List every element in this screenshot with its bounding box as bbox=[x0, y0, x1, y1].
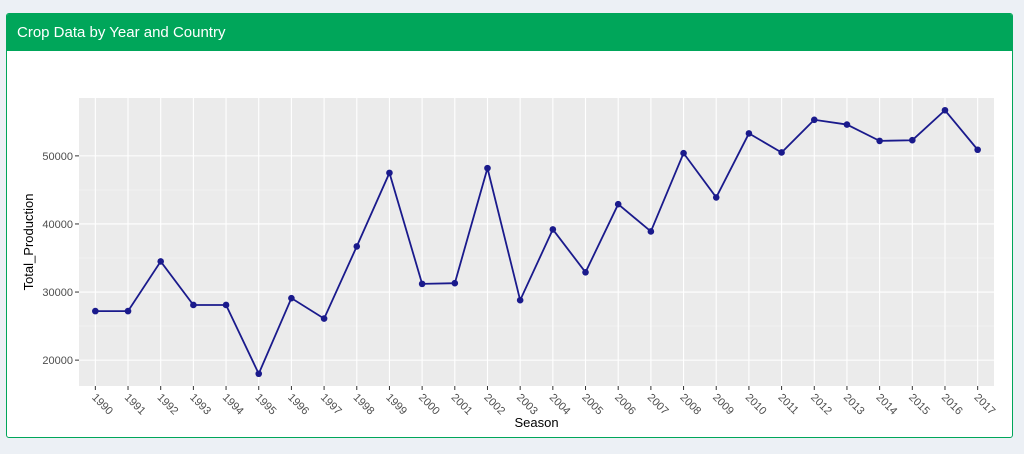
y-axis-title: Total_Production bbox=[21, 194, 36, 291]
data-point bbox=[255, 370, 263, 378]
data-point bbox=[516, 296, 524, 304]
x-axis-title: Season bbox=[514, 415, 558, 430]
data-point bbox=[680, 149, 687, 157]
data-point bbox=[418, 280, 426, 288]
data-point bbox=[190, 301, 197, 309]
x-tick-label: 2005 bbox=[579, 392, 605, 418]
x-tick-label: 2011 bbox=[775, 392, 800, 417]
data-point bbox=[386, 169, 393, 177]
y-tick-label: 40000 bbox=[42, 219, 73, 231]
data-point bbox=[549, 226, 557, 233]
data-point bbox=[614, 200, 622, 208]
x-tick-label: 2015 bbox=[906, 392, 932, 418]
data-point bbox=[353, 243, 361, 250]
x-tick-label: 2008 bbox=[677, 392, 703, 418]
x-tick-label: 1995 bbox=[253, 392, 279, 418]
data-point bbox=[745, 130, 753, 137]
data-point bbox=[484, 164, 491, 172]
data-point bbox=[92, 307, 99, 315]
data-point bbox=[320, 315, 328, 322]
x-tick-label: 2010 bbox=[743, 392, 769, 418]
x-tick-label: 1996 bbox=[285, 392, 311, 418]
x-tick-label: 2006 bbox=[612, 392, 638, 418]
x-tick-label: 1997 bbox=[318, 392, 344, 418]
series-line bbox=[95, 108, 979, 376]
data-point bbox=[876, 137, 883, 145]
x-tick-label: 2012 bbox=[808, 392, 834, 418]
x-tick-label: 2013 bbox=[841, 392, 867, 418]
data-point bbox=[974, 146, 981, 154]
line-chart: 20000 30000 40000 50000 1990 1991 1992 1993 1994… bbox=[21, 98, 998, 430]
x-tick-label: 2004 bbox=[547, 392, 573, 418]
panel-header: Crop Data by Year and Country bbox=[7, 14, 1012, 51]
data-point bbox=[941, 106, 949, 114]
x-tick-label: 1992 bbox=[155, 392, 181, 418]
chart-container: 20000 30000 40000 50000 1990 1991 1992 1993 1994… bbox=[7, 51, 1012, 437]
x-tick-label: 2003 bbox=[514, 392, 540, 418]
x-tick-label: 2017 bbox=[972, 392, 998, 418]
x-tick-label: 2000 bbox=[416, 392, 442, 418]
data-point bbox=[288, 294, 295, 302]
data-point bbox=[647, 228, 655, 235]
data-point bbox=[909, 136, 916, 144]
data-point bbox=[451, 279, 459, 287]
x-tick-label: 1993 bbox=[187, 392, 213, 418]
data-point bbox=[157, 258, 164, 265]
x-tick-label: 2007 bbox=[645, 392, 671, 418]
x-tick-label: 1991 bbox=[122, 392, 148, 418]
chart-panel: Crop Data by Year and Country 20000 30000… bbox=[6, 13, 1013, 438]
x-tick-label: 2016 bbox=[939, 392, 965, 418]
y-tick-label: 20000 bbox=[42, 355, 73, 367]
y-tick-label: 50000 bbox=[42, 151, 73, 163]
panel-title: Crop Data by Year and Country bbox=[17, 24, 226, 41]
x-tick-label: 1999 bbox=[383, 392, 409, 418]
x-tick-label: 1994 bbox=[220, 392, 246, 418]
data-point bbox=[582, 268, 589, 276]
data-point bbox=[712, 194, 720, 201]
x-tick-label: 2009 bbox=[710, 392, 736, 418]
data-point bbox=[778, 149, 785, 156]
x-tick-label: 1998 bbox=[351, 392, 377, 418]
data-point bbox=[124, 307, 132, 315]
x-tick-label: 2014 bbox=[874, 392, 900, 418]
data-point bbox=[222, 301, 230, 309]
y-tick-label: 30000 bbox=[42, 287, 73, 299]
data-point bbox=[810, 116, 818, 124]
x-tick-label: 2001 bbox=[449, 392, 475, 418]
data-point bbox=[843, 121, 851, 128]
plot-panel bbox=[79, 98, 994, 386]
x-tick-label: 1990 bbox=[89, 392, 115, 418]
x-tick-label: 2002 bbox=[481, 392, 507, 418]
